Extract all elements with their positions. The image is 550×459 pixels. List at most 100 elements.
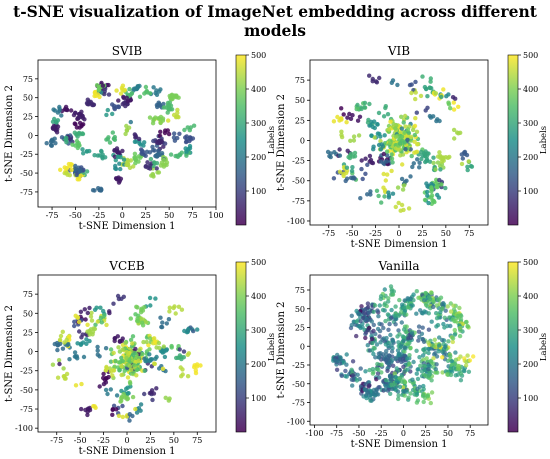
scatter-point xyxy=(121,294,127,299)
scatter-point xyxy=(101,308,106,314)
scatter-point xyxy=(374,342,380,347)
scatter-point xyxy=(401,388,406,394)
scatter-point xyxy=(381,151,386,157)
scatter-point xyxy=(153,340,158,345)
scatter-point xyxy=(78,309,84,314)
colorbar: 100 200 300 400 500 Labels xyxy=(235,258,277,433)
scatter-point xyxy=(185,125,190,130)
y-tick-label: 0 xyxy=(28,131,33,140)
scatter-point xyxy=(147,150,153,155)
scatter-points xyxy=(44,80,197,193)
scatter-point xyxy=(425,189,430,195)
scatter-point xyxy=(367,73,372,78)
scatter-point xyxy=(398,208,403,213)
scatter-point xyxy=(366,304,371,310)
scatter-point xyxy=(426,363,432,368)
scatter-point xyxy=(181,349,187,354)
panel-title: Vanilla xyxy=(377,259,419,273)
scatter-point xyxy=(428,76,433,81)
scatter-point xyxy=(59,113,64,118)
scatter-point xyxy=(354,333,359,339)
scatter-point xyxy=(143,153,148,158)
x-tick-label: 25 xyxy=(141,211,151,220)
scatter-point xyxy=(131,164,136,169)
scatter-point xyxy=(161,157,167,163)
scatter-point xyxy=(98,315,104,320)
scatter-point xyxy=(52,136,57,141)
scatter-point xyxy=(104,112,109,118)
scatter-point xyxy=(147,295,153,301)
scatter-point xyxy=(167,305,172,310)
scatter-point xyxy=(385,312,391,317)
y-tick-label: 75 xyxy=(23,75,33,84)
scatter-point xyxy=(52,108,58,113)
scatter-point xyxy=(408,345,413,350)
scatter-point xyxy=(381,352,386,357)
scatter-point xyxy=(50,362,56,367)
scatter-point xyxy=(359,304,364,309)
scatter-point xyxy=(118,166,123,172)
x-tick-label: -25 xyxy=(369,229,382,238)
scatter-point xyxy=(67,357,72,362)
scatter-point xyxy=(421,392,426,397)
scatter-point xyxy=(383,357,389,363)
x-tick-label: 50 xyxy=(169,436,179,445)
scatter-point xyxy=(195,327,200,332)
scatter-point xyxy=(48,139,54,144)
scatter-point xyxy=(372,346,377,351)
scatter-point xyxy=(428,79,433,84)
scatter-point xyxy=(409,90,414,96)
scatter-point xyxy=(134,410,140,415)
scatter-point xyxy=(436,297,441,302)
scatter-point xyxy=(414,110,419,115)
scatter-point xyxy=(386,344,391,349)
scatter-point xyxy=(465,324,470,329)
x-tick-label: -25 xyxy=(97,436,110,445)
scatter-point xyxy=(73,143,78,148)
scatter-point xyxy=(150,171,155,177)
scatter-point xyxy=(79,165,84,170)
scatter-point xyxy=(117,339,123,344)
scatter-point xyxy=(78,341,84,346)
y-tick-label: -75 xyxy=(20,188,33,197)
colorbar-tick-label: 200 xyxy=(251,153,266,162)
scatter-point xyxy=(438,310,443,315)
scatter-point xyxy=(466,159,471,164)
scatter-point xyxy=(186,327,191,332)
scatter-point xyxy=(388,119,393,124)
scatter-point xyxy=(57,337,63,342)
scatter-point xyxy=(442,325,447,330)
scatter-point xyxy=(355,372,360,377)
x-tick-label: -75 xyxy=(50,436,63,445)
scatter-point xyxy=(187,143,193,149)
scatter-point xyxy=(436,349,441,354)
scatter-point xyxy=(57,106,62,112)
scatter-point xyxy=(383,178,388,183)
scatter-point xyxy=(360,176,365,182)
scatter-point xyxy=(371,351,376,357)
scatter-point xyxy=(437,150,442,155)
y-tick-label: 25 xyxy=(23,328,33,337)
scatter-point xyxy=(111,301,116,306)
scatter-point xyxy=(421,372,427,377)
scatter-point xyxy=(106,92,112,97)
colorbar-tick-label: 100 xyxy=(523,394,538,403)
scatter-point xyxy=(148,357,153,362)
scatter-point xyxy=(100,154,105,160)
scatter-point xyxy=(102,377,108,383)
scatter-point xyxy=(135,316,140,321)
panel-vceb: VCEB -75 -50 -25 0 25 50 75 -100 -75 -50 -25 0 25 50 75… xyxy=(4,258,277,457)
scatter-point xyxy=(130,341,135,346)
scatter-point xyxy=(376,193,381,199)
y-axis-label: t-SNE Dimension 2 xyxy=(4,85,15,182)
scatter-point xyxy=(95,344,100,350)
colorbar-tick-label: 400 xyxy=(251,85,266,94)
scatter-point xyxy=(91,326,96,331)
scatter-point xyxy=(448,354,453,359)
scatter-point xyxy=(441,87,446,92)
scatter-point xyxy=(89,318,95,323)
scatter-point xyxy=(407,361,412,366)
scatter-point xyxy=(150,397,155,403)
scatter-point xyxy=(370,366,375,372)
scatter-point xyxy=(85,322,90,327)
